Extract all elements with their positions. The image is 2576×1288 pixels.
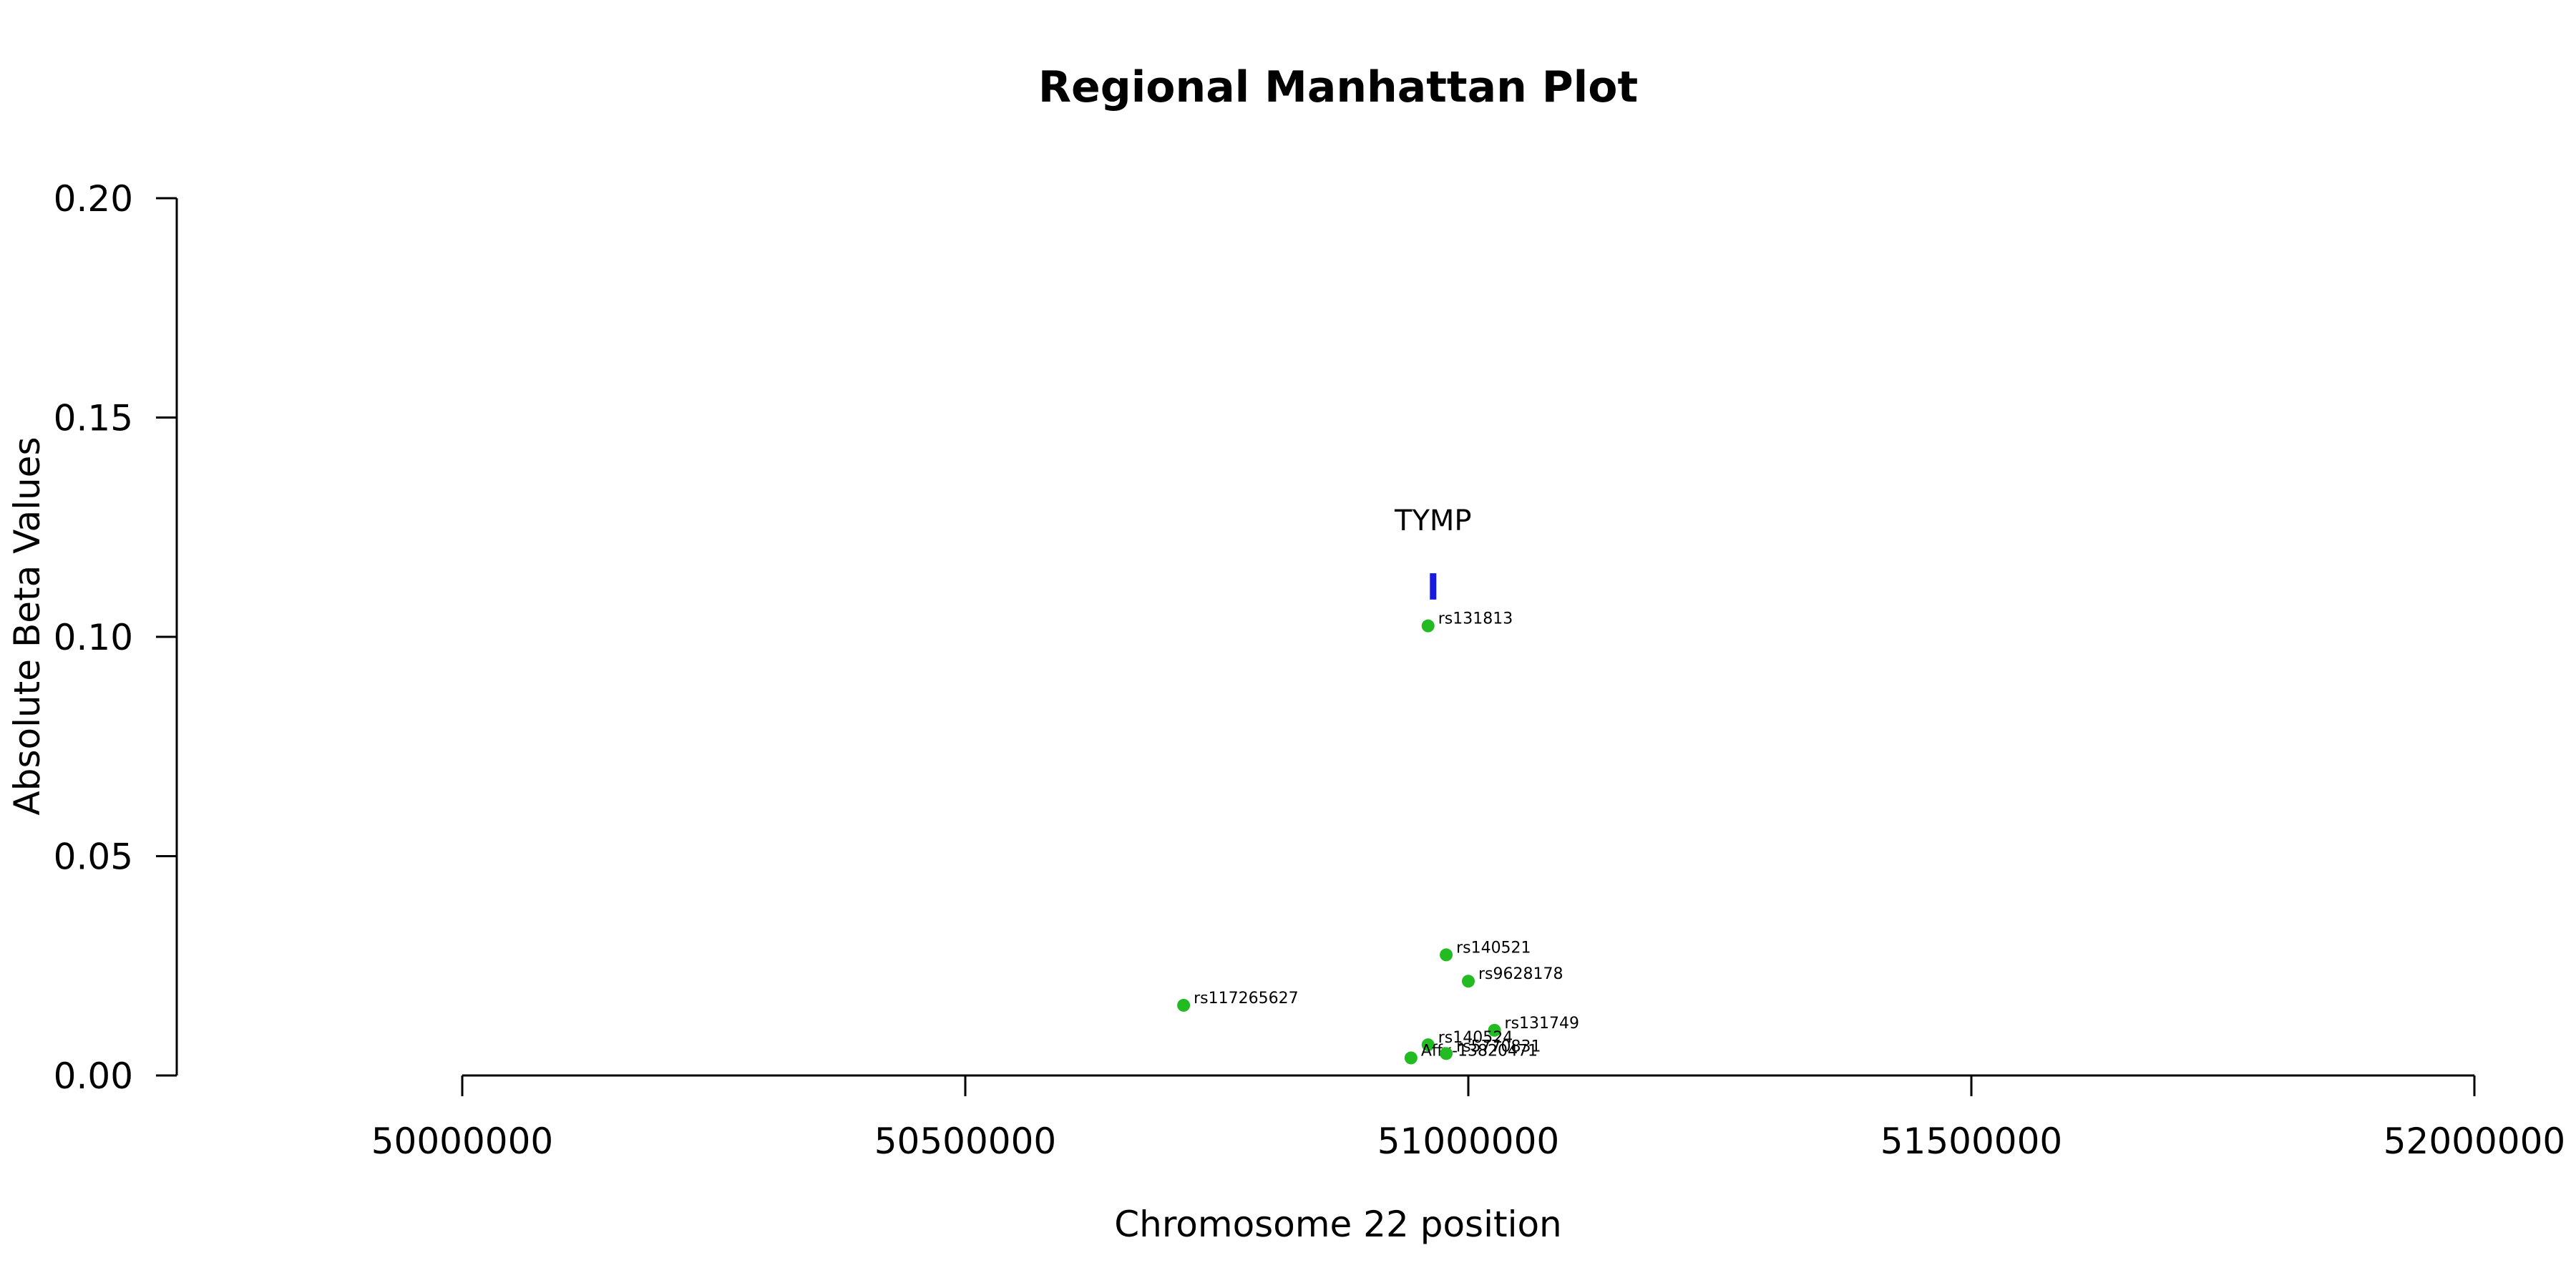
point-label: rs5770831 xyxy=(1456,1038,1541,1055)
x-axis-label: Chromosome 22 position xyxy=(1114,1204,1562,1245)
y-axis-label: Absolute Beta Values xyxy=(6,437,48,816)
y-tick-label: 0.00 xyxy=(54,1055,133,1097)
gene-label: TYMP xyxy=(1394,504,1472,537)
y-tick-label: 0.15 xyxy=(54,398,133,439)
chart-title: Regional Manhattan Plot xyxy=(1038,62,1638,112)
point-label: rs117265627 xyxy=(1194,990,1298,1008)
point-label: rs140524 xyxy=(1438,1029,1513,1047)
y-axis-ticks: 0.00 0.05 0.10 0.15 0.20 xyxy=(54,178,177,1097)
x-tick-label: 51500000 xyxy=(1880,1121,2063,1162)
data-point xyxy=(1462,975,1475,988)
point-label: rs9628178 xyxy=(1478,965,1563,983)
data-points: rs131813 rs140521 rs9628178 rs117265627 rs13… xyxy=(1177,610,1579,1065)
data-point xyxy=(1421,1038,1435,1052)
data-point xyxy=(1404,1051,1418,1065)
x-tick-label: 51000000 xyxy=(1377,1121,1560,1162)
data-point xyxy=(1177,998,1191,1012)
x-tick-label: 52000000 xyxy=(2384,1121,2566,1162)
y-tick-label: 0.20 xyxy=(54,178,133,220)
point-label: rs140521 xyxy=(1456,939,1531,957)
data-point xyxy=(1440,1047,1453,1060)
data-point xyxy=(1440,948,1453,962)
x-axis-ticks: 50000000 50500000 51000000 51500000 52000000 xyxy=(371,1075,2566,1162)
gene-track: TYMP xyxy=(1394,504,1472,600)
y-tick-label: 0.05 xyxy=(54,836,133,878)
data-point xyxy=(1488,1023,1501,1037)
point-label: rs131749 xyxy=(1505,1015,1580,1033)
point-label: rs131813 xyxy=(1438,610,1513,628)
x-tick-label: 50000000 xyxy=(371,1121,554,1162)
y-tick-label: 0.10 xyxy=(54,617,133,658)
x-tick-label: 50500000 xyxy=(874,1121,1057,1162)
data-point xyxy=(1421,619,1435,633)
